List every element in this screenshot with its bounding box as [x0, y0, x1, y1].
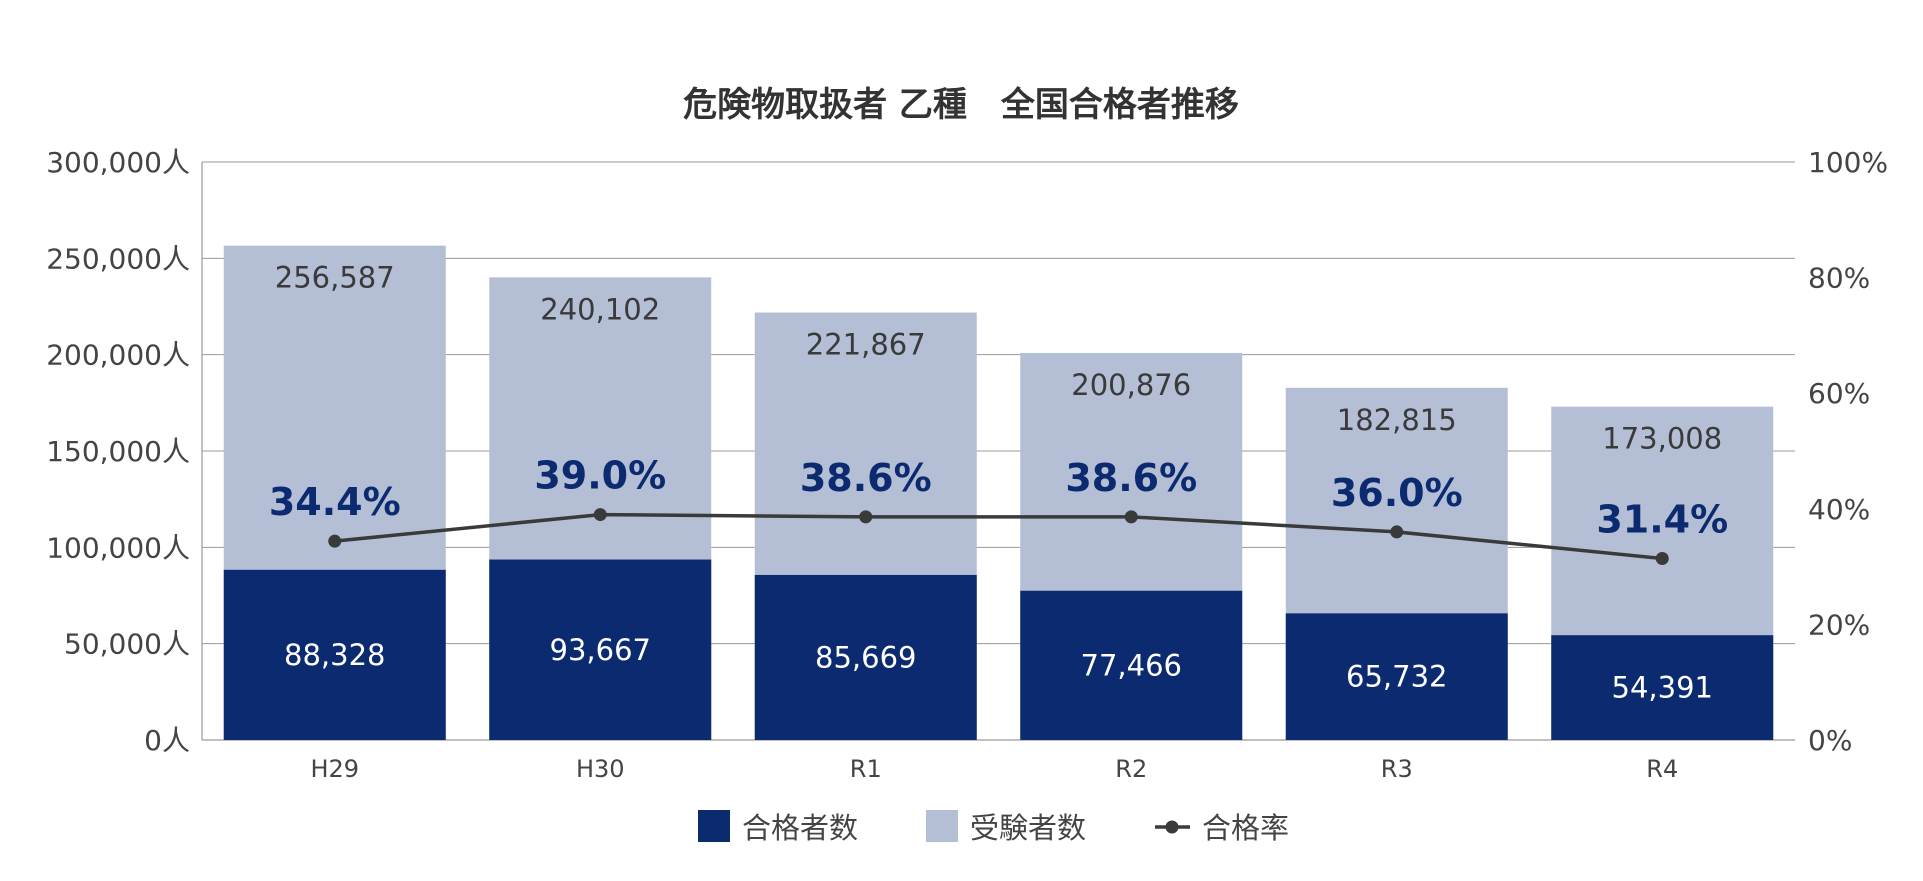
examinee-count-label: 256,587: [275, 261, 395, 295]
legend-label: 受験者数: [970, 811, 1086, 845]
right-axis-tick-label: 40%: [1808, 493, 1870, 526]
legend-swatch-examinees: [926, 810, 958, 842]
legend: 合格者数 受験者数 合格率: [698, 810, 1289, 845]
examinee-count-label: 182,815: [1337, 403, 1457, 437]
left-axis-tick-label: 50,000人: [64, 628, 190, 661]
pass-rate-label: 31.4%: [1596, 498, 1728, 542]
bar-passers: [223, 569, 446, 740]
passer-count-label: 54,391: [1612, 671, 1713, 705]
pass-rate-point: [1390, 525, 1404, 539]
left-axis-tick-label: 250,000人: [46, 242, 190, 275]
passer-count-label: 93,667: [550, 633, 651, 667]
right-axis-ticks: 0% 20% 40% 60% 80% 100%: [1808, 146, 1888, 757]
left-axis-tick-label: 0人: [144, 724, 190, 757]
x-axis-tick-label: R1: [850, 755, 882, 783]
x-axis-tick-label: H30: [576, 755, 625, 783]
examinee-count-label: 200,876: [1071, 368, 1191, 402]
pass-rate-line: 34.4% 39.0% 38.6% 38.6% 36.0% 31.4%: [269, 454, 1728, 566]
pass-rate-polyline: [334, 512, 1663, 561]
bar-passers: [1285, 613, 1508, 740]
x-axis-ticks: H29 H30 R1 R2 R3 R4: [310, 755, 1678, 783]
right-axis-tick-label: 60%: [1808, 377, 1870, 410]
pass-rate-point: [1124, 510, 1138, 524]
examinee-count-label: 173,008: [1602, 422, 1722, 456]
passer-count-label: 88,328: [284, 638, 385, 672]
bar-passers: [1551, 635, 1774, 740]
x-axis-tick-label: R4: [1646, 755, 1678, 783]
right-axis-tick-label: 100%: [1808, 146, 1888, 179]
legend-swatch-passers: [698, 810, 730, 842]
x-axis-tick-label: R3: [1381, 755, 1413, 783]
left-axis-ticks: 0人 50,000人 100,000人 150,000人 200,000人 250,000…: [46, 146, 190, 757]
right-axis-tick-label: 80%: [1808, 262, 1870, 295]
legend-swatch-rate-point: [1165, 820, 1179, 834]
legend-label: 合格率: [1202, 811, 1289, 845]
pass-rate-point: [328, 534, 342, 548]
x-axis-tick-label: H29: [310, 755, 359, 783]
pass-rate-point: [859, 510, 873, 524]
left-axis-tick-label: 300,000人: [46, 146, 190, 179]
pass-rate-label: 38.6%: [800, 456, 932, 500]
pass-rate-label: 38.6%: [1065, 456, 1197, 500]
pass-rate-label: 34.4%: [269, 480, 401, 524]
bar-passers: [754, 574, 977, 740]
examinee-count-label: 240,102: [540, 292, 660, 326]
chart-title: 危険物取扱者 乙種 全国合格者推移: [683, 85, 1239, 125]
examinee-count-label: 221,867: [806, 328, 926, 362]
passer-count-label: 77,466: [1081, 648, 1182, 682]
right-axis-tick-label: 20%: [1808, 608, 1870, 641]
passer-count-label: 85,669: [815, 640, 916, 674]
legend-label: 合格者数: [742, 811, 858, 845]
left-axis-tick-label: 100,000人: [46, 531, 190, 564]
right-axis-tick-label: 0%: [1808, 724, 1852, 757]
bars: 256,587 88,328 240,102 93,667 221,867 85,669 2…: [223, 245, 1774, 740]
left-axis-tick-label: 150,000人: [46, 435, 190, 468]
pass-rate-label: 36.0%: [1331, 471, 1463, 515]
bar-passers: [489, 559, 712, 740]
x-axis-tick-label: R2: [1115, 755, 1147, 783]
passer-count-label: 65,732: [1346, 660, 1447, 694]
left-axis-tick-label: 200,000人: [46, 339, 190, 372]
gridlines: [201, 161, 1795, 741]
pass-rate-point: [593, 508, 607, 522]
pass-rate-point: [1655, 552, 1669, 566]
bar-passers: [1020, 590, 1243, 740]
pass-rate-label: 39.0%: [534, 454, 666, 498]
